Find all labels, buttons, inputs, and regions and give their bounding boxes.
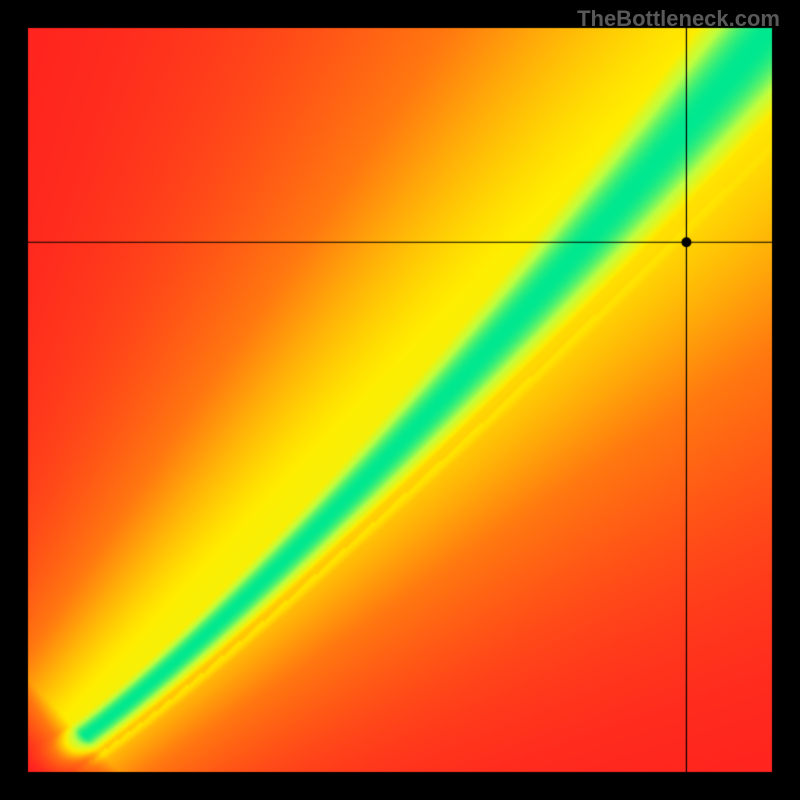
bottleneck-heatmap-canvas [0, 0, 800, 800]
watermark-text: TheBottleneck.com [577, 6, 780, 32]
chart-container: TheBottleneck.com [0, 0, 800, 800]
